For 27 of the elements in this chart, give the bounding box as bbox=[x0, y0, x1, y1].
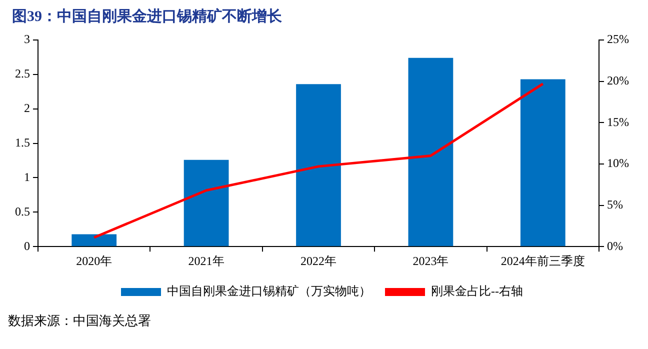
y-tick-label: 1 bbox=[24, 170, 30, 184]
legend-label: 刚果金占比--右轴 bbox=[431, 284, 524, 298]
y-tick-label: 2.5 bbox=[15, 66, 30, 81]
y-tick-label: 1.5 bbox=[15, 135, 30, 150]
y2-tick-label: 15% bbox=[607, 114, 630, 129]
bar bbox=[520, 79, 566, 246]
y2-tick-label: 10% bbox=[607, 156, 630, 170]
bar bbox=[184, 160, 229, 246]
y-tick-label: 0.5 bbox=[15, 204, 30, 218]
y2-tick-label: 5% bbox=[607, 197, 624, 212]
x-tick-label: 2021年 bbox=[188, 254, 224, 268]
legend-label: 中国自刚果金进口锡精矿（万实物吨） bbox=[167, 284, 372, 298]
y2-tick-label: 0% bbox=[607, 238, 624, 253]
y2-tick-label: 25% bbox=[607, 32, 630, 46]
bar bbox=[72, 234, 117, 246]
y-tick-label: 0 bbox=[24, 238, 30, 253]
x-tick-label: 2020年 bbox=[76, 254, 112, 268]
x-tick-label: 2024年前三季度 bbox=[500, 254, 585, 268]
source-note: 数据来源：中国海关总署 bbox=[8, 312, 152, 330]
y-tick-label: 3 bbox=[24, 32, 30, 46]
x-tick-label: 2023年 bbox=[412, 254, 449, 268]
y2-tick-label: 20% bbox=[607, 73, 630, 88]
y-tick-label: 2 bbox=[24, 101, 30, 116]
bar bbox=[296, 84, 341, 246]
x-tick-label: 2022年 bbox=[300, 254, 336, 268]
bar bbox=[408, 58, 454, 246]
chart-title: 图39：中国自刚果金进口锡精矿不断增长 bbox=[12, 6, 283, 25]
